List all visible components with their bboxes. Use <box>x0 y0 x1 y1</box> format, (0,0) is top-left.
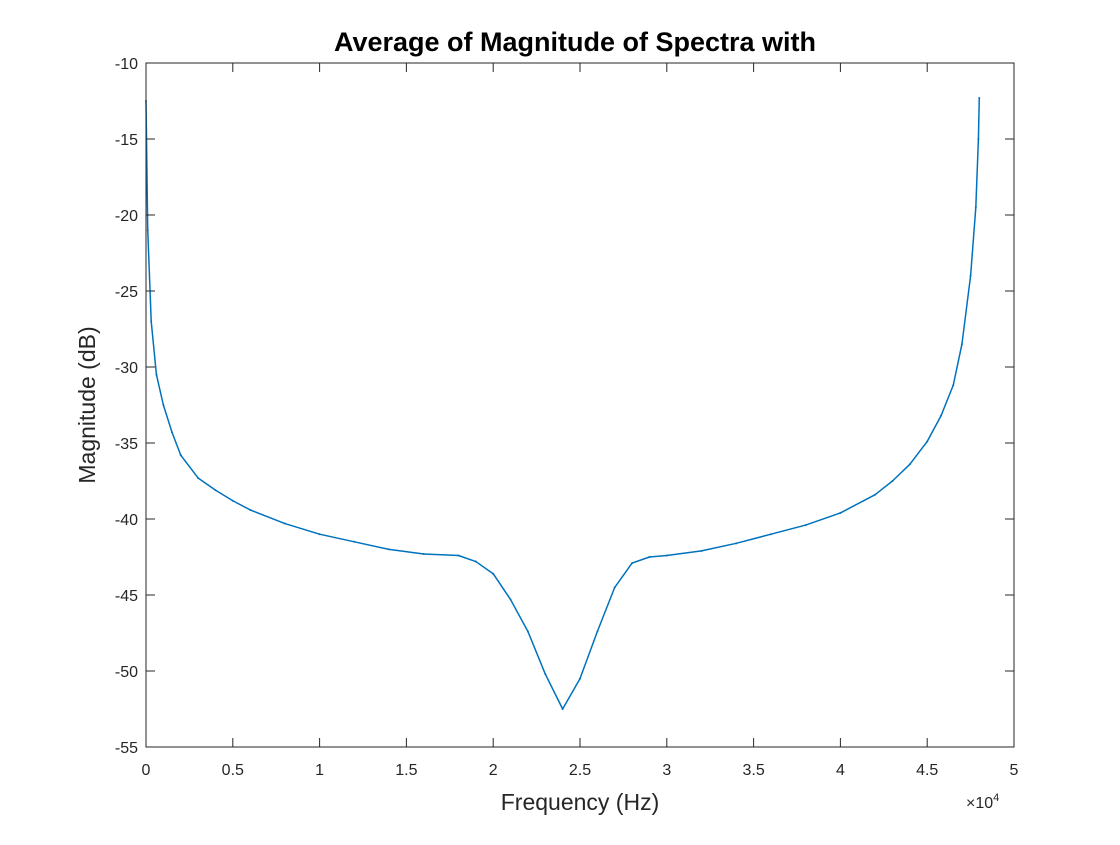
data-point <box>579 677 581 680</box>
data-point <box>648 556 651 558</box>
data-point <box>969 274 972 277</box>
data-point <box>283 522 286 525</box>
y-tick-label: -45 <box>115 588 138 605</box>
y-tick-label: -55 <box>115 740 138 757</box>
x-tick-label: 4.5 <box>916 762 938 779</box>
data-point <box>977 138 980 140</box>
y-tick-label: -40 <box>115 512 138 529</box>
x-tick-label: 3.5 <box>742 762 764 779</box>
x-axis-exponent-power: 4 <box>993 792 999 804</box>
data-point <box>874 493 877 496</box>
tick-label-layer: 0 0.5 1 1.5 2 2.5 3 3.5 4 4.5 5 -55 -50 -45 -40 -35 -30 -… <box>115 56 1019 779</box>
y-tick-label: -10 <box>115 56 138 73</box>
data-point <box>162 404 165 406</box>
data-point <box>665 554 668 557</box>
y-tick-label: -25 <box>115 284 138 301</box>
data-point <box>509 598 512 601</box>
data-point <box>422 552 425 555</box>
y-tick-label: -30 <box>115 360 138 377</box>
x-axis-title: Frequency (Hz) <box>501 789 659 815</box>
y-tick-label: -35 <box>115 436 138 453</box>
data-point <box>457 554 460 557</box>
x-tick-label: 5 <box>1010 762 1019 779</box>
x-tick-label: 1 <box>315 762 324 779</box>
data-point <box>561 708 564 710</box>
data-point <box>926 440 929 443</box>
y-axis-title: Magnitude (dB) <box>74 326 100 483</box>
data-point <box>492 572 495 575</box>
data-point <box>769 533 772 536</box>
data-point <box>978 96 981 99</box>
data-point <box>960 343 963 346</box>
data-point <box>735 542 738 545</box>
data-point <box>891 480 894 482</box>
x-tick-label: 3 <box>662 762 671 779</box>
x-tick-label: 2.5 <box>569 762 591 779</box>
data-point <box>940 414 943 417</box>
data-point <box>249 508 252 511</box>
x-tick-label: 2 <box>489 762 498 779</box>
data-point <box>171 431 174 434</box>
chart-title: Average of Magnitude of Spectra with <box>334 27 816 57</box>
data-point <box>613 586 616 589</box>
data-point <box>908 463 911 466</box>
y-tick-label: -50 <box>115 664 138 681</box>
x-axis-exponent-base: ×10 <box>966 795 993 812</box>
data-point <box>474 560 477 563</box>
data-point <box>596 630 599 633</box>
data-point <box>197 476 200 479</box>
data-point <box>353 540 356 543</box>
data-point <box>544 673 547 676</box>
data-point <box>146 229 149 232</box>
x-axis-exponent: ×104 <box>966 792 999 812</box>
tick-layer <box>145 62 1015 748</box>
data-point <box>231 499 234 502</box>
data-point <box>700 549 703 552</box>
data-point <box>804 524 807 527</box>
data-point <box>318 533 321 536</box>
data-point <box>952 384 955 387</box>
plot-background <box>146 63 1014 747</box>
x-tick-label: 4 <box>836 762 845 779</box>
x-tick-label: 1.5 <box>395 762 417 779</box>
y-tick-label: -15 <box>115 132 138 149</box>
data-point <box>388 548 391 551</box>
x-tick-label: 0 <box>142 762 151 779</box>
series-layer <box>145 96 981 710</box>
data-point <box>179 454 182 457</box>
data-point <box>155 373 158 376</box>
data-point <box>150 320 153 323</box>
data-point <box>631 562 634 565</box>
y-tick-label: -20 <box>115 208 138 225</box>
data-point <box>839 511 842 514</box>
data-point <box>974 206 977 209</box>
data-point <box>214 489 217 492</box>
x-tick-label: 0.5 <box>222 762 244 779</box>
data-point <box>526 630 529 633</box>
